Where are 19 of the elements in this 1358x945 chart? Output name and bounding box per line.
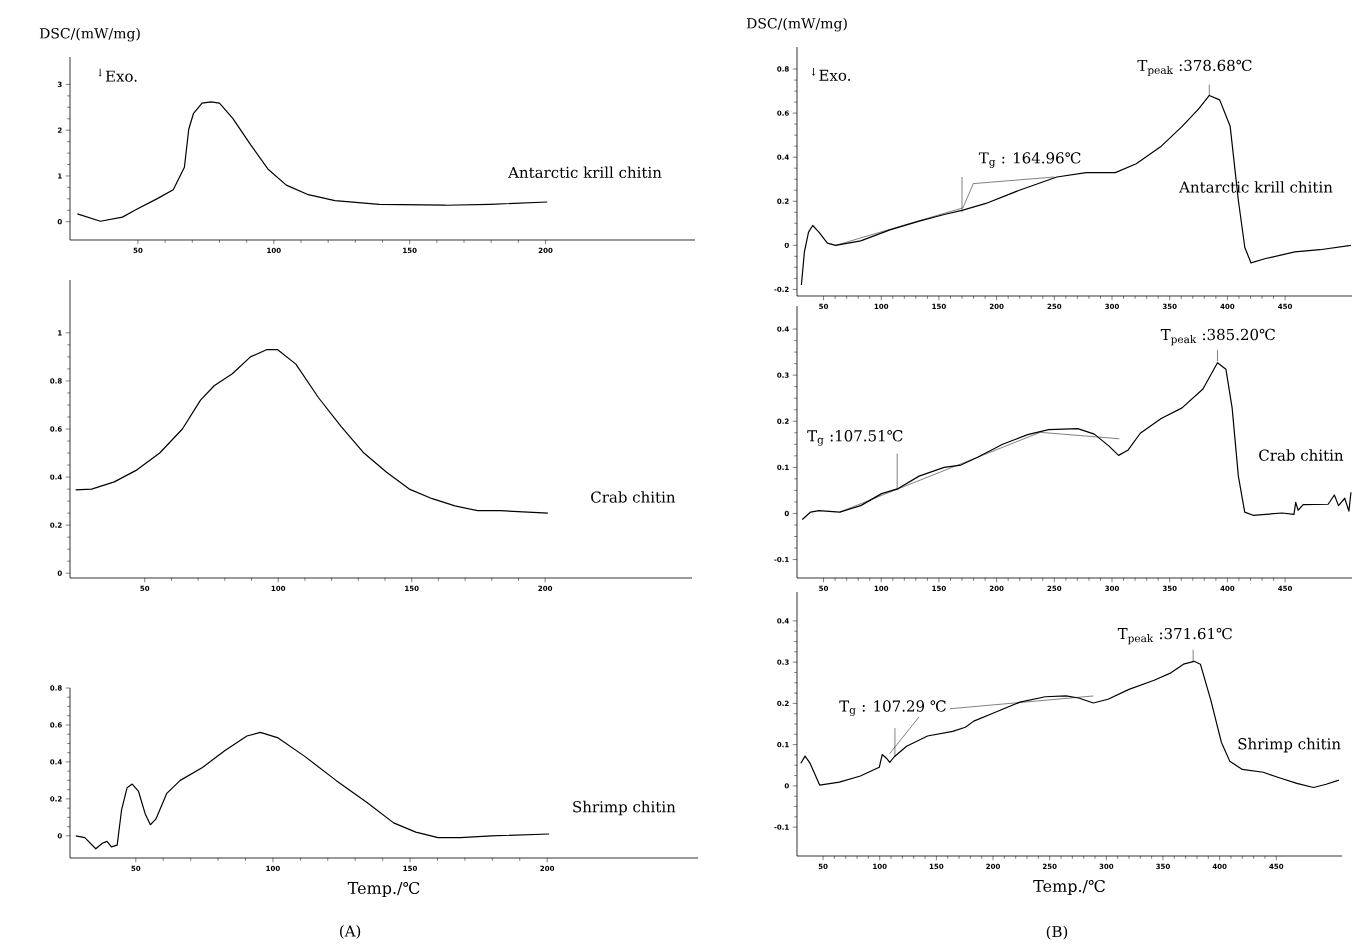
annotation: T$_{g}$ : 164.96℃ (978, 152, 1081, 168)
annotation: $^{↓}$Exo. (811, 67, 851, 81)
annotation: T$_{peak}$ :378.68℃ (1137, 59, 1252, 77)
annotation: T$_{peak}$ :371.61℃ (1117, 627, 1232, 645)
series-label: Shrimp chitin (1238, 737, 1341, 753)
annotation: T$_{g}$ : 107.29 ℃ (839, 700, 946, 716)
annotation: T$_{peak}$ :385.20℃ (1160, 328, 1275, 346)
x-axis-title: Temp./℃ (347, 881, 420, 898)
text: Crab chitin (591, 491, 676, 503)
text: (B) (1046, 925, 1068, 940)
y-axis-title: DSC/(mW/mg) (746, 17, 847, 32)
y-axis-title: DSC/(mW/mg) (39, 27, 140, 42)
annotation: T$_{g}$ :107.51℃ (807, 430, 903, 446)
series-label: Crab chitin (1259, 449, 1344, 461)
annotation: $^{↓}$Exo. (98, 68, 137, 82)
series-label: Antarctic krill chitin (508, 166, 662, 179)
x-axis-title: Temp./℃ (1033, 879, 1105, 896)
text: Shrimp chitin (573, 800, 676, 816)
text: (A) (340, 925, 361, 939)
